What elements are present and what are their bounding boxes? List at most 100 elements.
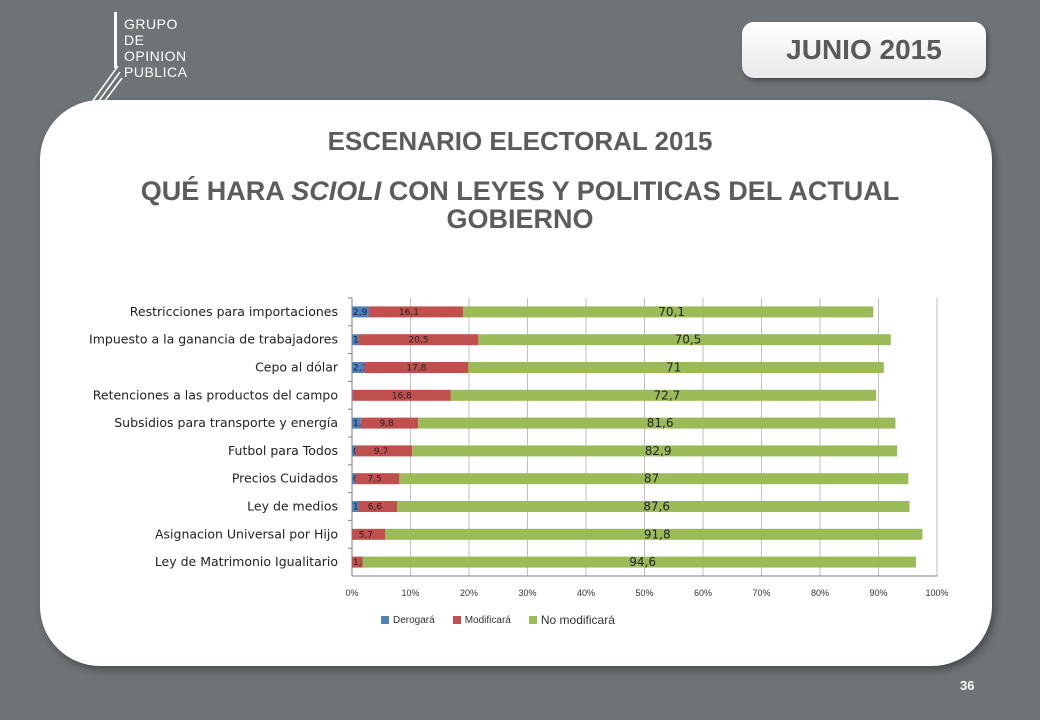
data-label: 16,1 — [399, 308, 419, 318]
logo: GRUPO DE OPINION PUBLICA — [90, 12, 200, 103]
x-tick-label: 40% — [577, 588, 595, 598]
bar-segment — [352, 473, 356, 485]
legend-item-derogara: Derogará — [381, 615, 435, 626]
data-label: 17,8 — [406, 364, 426, 374]
logo-text: GRUPO DE OPINION PUBLICA — [124, 16, 187, 80]
logo-bar — [114, 12, 117, 68]
logo-line: OPINION — [124, 48, 187, 64]
subtitle-name: SCIOLI — [291, 176, 382, 206]
x-tick-label: 60% — [694, 588, 712, 598]
bar-segment — [355, 473, 400, 485]
data-label: 2,9 — [353, 308, 368, 318]
x-tick-label: 20% — [460, 588, 478, 598]
bar-segment — [412, 445, 898, 457]
bar-segment — [385, 528, 923, 540]
x-tick-label: 30% — [518, 588, 536, 598]
bar-segment — [352, 528, 386, 540]
category-label: Restricciones para importaciones — [130, 304, 338, 319]
page-title: ESCENARIO ELECTORAL 2015 — [327, 126, 713, 156]
date-badge: JUNIO 2015 — [742, 22, 986, 78]
bar-segment — [352, 362, 365, 373]
data-label: 72,7 — [654, 388, 681, 402]
bar-segment — [364, 362, 469, 373]
logo-line: GRUPO — [124, 16, 178, 32]
data-label: 71 — [666, 361, 681, 375]
date-label: JUNIO 2015 — [786, 34, 942, 65]
x-tick-label: 50% — [635, 588, 653, 598]
data-label: 5,7 — [359, 530, 373, 540]
legend-swatch — [381, 616, 389, 624]
bar-segment — [352, 306, 369, 318]
chart-legend: Derogará Modificará No modificará — [381, 613, 627, 627]
data-label: 87 — [644, 472, 659, 486]
category-label: Precios Cuidados — [232, 471, 338, 486]
bar-segment — [360, 417, 419, 429]
bar-segment — [399, 473, 909, 485]
data-label: 9,8 — [379, 419, 394, 429]
legend-swatch — [452, 616, 461, 624]
bar-segment — [352, 445, 356, 457]
x-tick-label: 80% — [811, 588, 829, 598]
x-tick-label: 70% — [752, 588, 770, 598]
category-label: Cepo al dólar — [255, 360, 339, 375]
data-label: 70,1 — [658, 305, 685, 319]
data-label: 87,6 — [643, 500, 670, 514]
data-label: 7,5 — [367, 475, 381, 485]
category-label: Asignacion Universal por Hijo — [155, 526, 338, 541]
bar-segment — [352, 334, 359, 346]
data-label: 20,5 — [408, 336, 428, 346]
category-label: Retenciones a las productos del campo — [93, 387, 338, 402]
legend-swatch — [528, 616, 537, 624]
legend-item-modificara: Modificará — [452, 614, 511, 626]
x-tick-label: 10% — [401, 588, 419, 598]
data-label: 82,9 — [645, 444, 672, 458]
data-label: 2,1 — [353, 364, 367, 374]
x-tick-label: 100% — [925, 588, 948, 598]
category-label: Ley de medios — [247, 499, 338, 514]
bar-segment — [352, 389, 353, 401]
logo-line: PUBLICA — [124, 64, 188, 80]
logo-stripes-icon — [91, 65, 123, 103]
category-label: Subsidios para transporte y energía — [114, 415, 338, 430]
bar-segment — [468, 362, 884, 373]
data-label: 1,5 — [353, 419, 367, 429]
bar-segment — [358, 334, 479, 346]
content-card — [40, 100, 992, 666]
bar-segment — [478, 334, 891, 346]
data-label: 91,8 — [644, 527, 671, 541]
bar-segment — [368, 306, 464, 318]
data-label: 16,8 — [392, 391, 412, 401]
data-label: 1,8 — [353, 558, 368, 568]
logo-line: DE — [124, 32, 145, 48]
bar-segment — [397, 501, 910, 512]
bar-segment — [355, 445, 413, 457]
bar-segment — [450, 389, 877, 401]
bar-segment — [352, 556, 363, 568]
category-label: Futbol para Todos — [228, 443, 338, 458]
legend-item-no-modificara: No modificará — [528, 613, 615, 627]
bar-segment — [418, 417, 896, 429]
x-tick-label: 90% — [869, 588, 887, 598]
legend-label: No modificará — [540, 613, 615, 627]
page-number: 36 — [960, 678, 975, 693]
bar-segment — [463, 306, 874, 318]
data-label: 94,6 — [629, 555, 656, 569]
data-label: 70,5 — [675, 333, 702, 347]
x-tick-label: 0% — [345, 588, 358, 598]
bar-segment — [362, 556, 916, 568]
legend-label: Derogará — [393, 614, 435, 626]
data-label: 81,6 — [647, 416, 674, 430]
bar-segment — [352, 389, 451, 401]
subtitle-prefix: QUÉ HARA — [140, 176, 292, 206]
bar-segment — [358, 501, 398, 512]
bar-segment — [352, 501, 359, 512]
data-label: 9,7 — [374, 447, 388, 457]
bar-segment — [352, 417, 361, 429]
legend-label: Modificará — [464, 614, 511, 626]
data-label: 6,6 — [368, 503, 383, 513]
page-subtitle: QUÉ HARA SCIOLI CON LEYES Y POLITICAS DE… — [120, 177, 920, 233]
category-label: Ley de Matrimonio Igualitario — [155, 554, 338, 569]
subtitle-suffix: CON LEYES Y POLITICAS DEL ACTUAL GOBIERN… — [381, 176, 900, 234]
category-label: Impuesto a la ganancia de trabajadores — [89, 332, 338, 347]
